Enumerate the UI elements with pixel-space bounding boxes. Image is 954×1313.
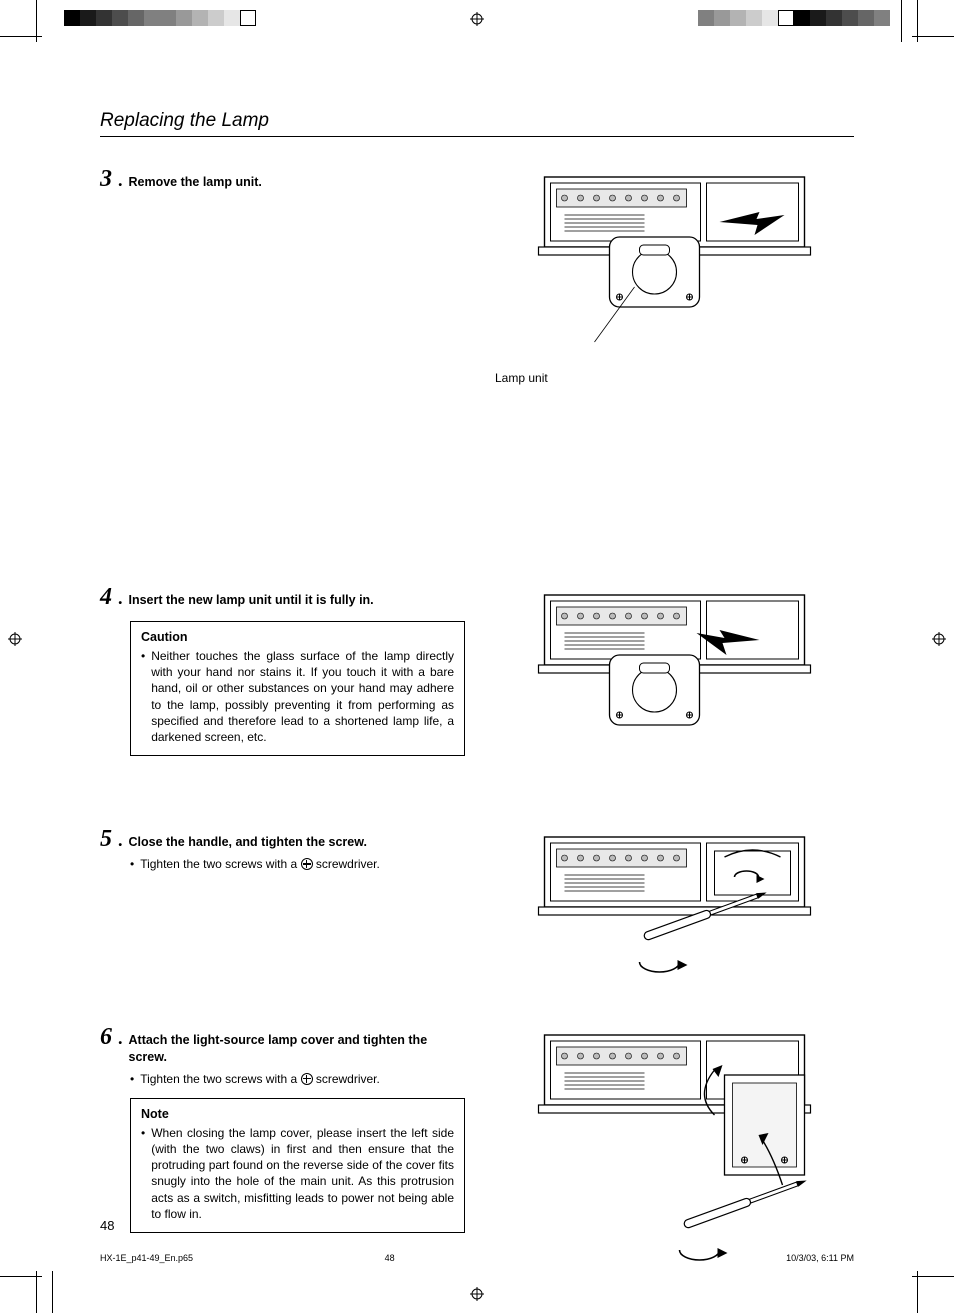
phillips-icon [301, 1073, 313, 1085]
step-title: Close the handle, and tighten the screw. [129, 834, 367, 851]
step: 3. Remove the lamp unit. [100, 167, 465, 191]
registration-mark [932, 632, 946, 646]
step: 4. Insert the new lamp unit until it is … [100, 585, 465, 756]
registration-mark [470, 12, 484, 26]
box-title: Note [141, 1107, 454, 1121]
step-number: 3 [100, 167, 112, 191]
page-number: 48 [100, 1218, 114, 1233]
step-figure [495, 827, 854, 1007]
box-text: •When closing the lamp cover, please ins… [141, 1125, 454, 1222]
step-number: 6 [100, 1025, 112, 1049]
figure-caption: Lamp unit [495, 371, 548, 385]
step-bullet: •Tighten the two screws with a screwdriv… [130, 857, 465, 871]
footer-file: HX-1E_p41-49_En.p65 [100, 1253, 193, 1263]
diagram-illustration [495, 585, 854, 785]
step-title: Attach the light-source lamp cover and t… [129, 1032, 466, 1066]
step-bullet: •Tighten the two screws with a screwdriv… [130, 1072, 465, 1086]
diagram-illustration [495, 827, 854, 1007]
step-number: 4 [100, 585, 112, 609]
box-title: Caution [141, 630, 454, 644]
step: 6. Attach the light-source lamp cover an… [100, 1025, 465, 1233]
caution-box: Caution •Neither touches the glass surfa… [130, 621, 465, 756]
footer-meta: HX-1E_p41-49_En.p65 48 10/3/03, 6:11 PM [100, 1253, 854, 1263]
step: 5. Close the handle, and tighten the scr… [100, 827, 465, 871]
colorbar-right [698, 10, 890, 26]
step-title: Insert the new lamp unit until it is ful… [129, 592, 374, 609]
box-text: •Neither touches the glass surface of th… [141, 648, 454, 745]
page-body: Replacing the Lamp 3. Remove the lamp un… [100, 110, 854, 1203]
registration-mark [8, 632, 22, 646]
note-box: Note •When closing the lamp cover, pleas… [130, 1098, 465, 1233]
step-title: Remove the lamp unit. [129, 174, 262, 191]
step-number: 5 [100, 827, 112, 851]
footer-page: 48 [385, 1253, 395, 1263]
step-figure: Lamp unit [495, 167, 854, 385]
footer-datetime: 10/3/03, 6:11 PM [786, 1253, 854, 1263]
colorbar-left [64, 10, 256, 26]
diagram-illustration [495, 167, 854, 367]
section-title: Replacing the Lamp [100, 110, 854, 137]
phillips-icon [301, 858, 313, 870]
step-figure [495, 585, 854, 785]
